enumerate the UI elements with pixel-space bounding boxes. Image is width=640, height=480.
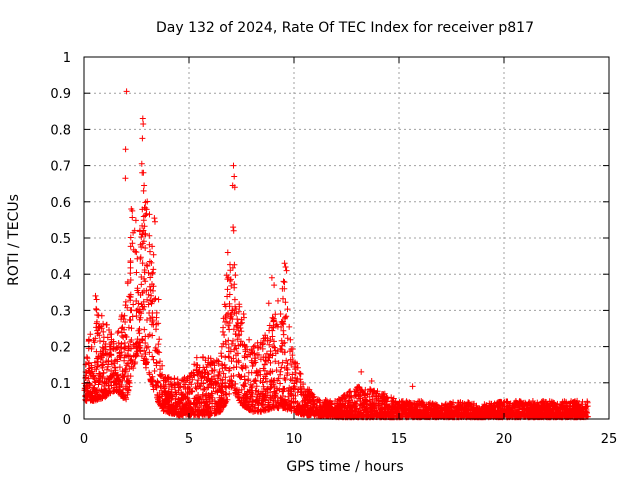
plot-border [83, 56, 610, 420]
roti-markers [81, 88, 591, 421]
x-tick-label: 15 [391, 432, 408, 447]
y-tick-label: 0.3 [50, 304, 71, 319]
x-tick-label: 5 [185, 432, 193, 447]
chart-title: Day 132 of 2024, Rate Of TEC Index for r… [156, 20, 534, 36]
y-tick-label: 0.4 [50, 268, 71, 283]
y-tick-label: 0.7 [50, 160, 71, 175]
y-tick-label: 0.2 [50, 341, 71, 356]
y-tick-label: 0 [63, 413, 71, 428]
x-tick-labels: 0 5 10 15 20 25 [80, 57, 617, 447]
y-tick-label: 0.5 [50, 232, 71, 247]
y-tick-label: 0.8 [50, 123, 71, 138]
y-axis-label: ROTI / TECUs [6, 194, 22, 286]
y-tick-label: 0.1 [50, 377, 71, 392]
y-tick-label: 1 [63, 51, 71, 66]
grid-lines [84, 57, 609, 419]
y-tick-labels: 0 0.1 0.2 0.3 0.4 0.5 0.6 0.7 0.8 0.9 1 [50, 51, 609, 428]
x-tick-label: 10 [286, 432, 303, 447]
y-tick-label: 0.9 [50, 87, 71, 102]
data-points [81, 88, 591, 421]
x-axis-label: GPS time / hours [286, 459, 403, 475]
x-tick-label: 25 [601, 432, 618, 447]
y-tick-label: 0.6 [50, 196, 71, 211]
x-tick-label: 20 [496, 432, 513, 447]
x-tick-label: 0 [80, 432, 88, 447]
